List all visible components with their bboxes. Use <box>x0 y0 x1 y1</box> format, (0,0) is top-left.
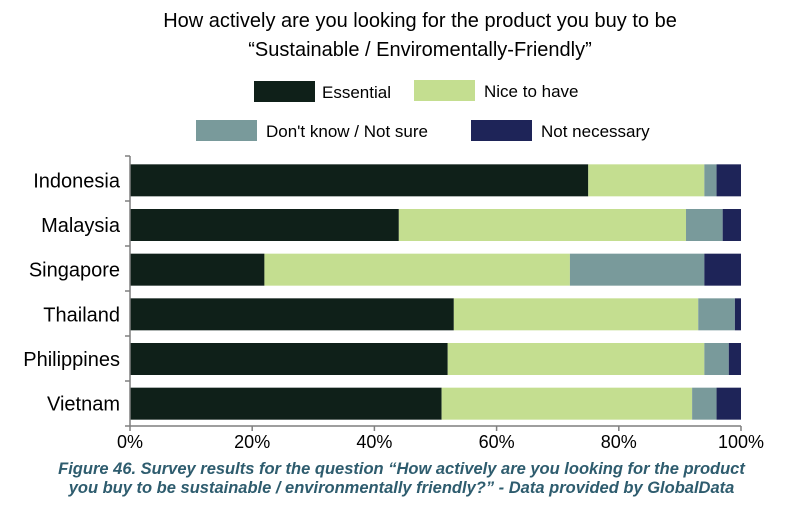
legend-label-essential: Essential <box>322 83 391 102</box>
bar-malaysia-essential <box>130 209 399 241</box>
bar-vietnam-essential <box>130 387 442 420</box>
bar-philippines-essential <box>130 343 448 375</box>
x-tick-label-100: 100% <box>718 432 764 452</box>
bar-thailand-don-t-know-not-sure <box>698 298 735 331</box>
legend-swatch-don-t-know-not-sure <box>196 120 257 141</box>
bar-indonesia-nice-to-have <box>588 164 705 197</box>
bar-malaysia-not-necessary <box>722 209 741 241</box>
bars <box>130 164 741 420</box>
category-labels: Indonesia Malaysia Singapore Thailand Philip… <box>23 170 121 415</box>
caption-line-1: Figure 46. Survey results for the questi… <box>58 460 745 478</box>
caption-line-2: you buy to be sustainable / environmenta… <box>68 479 735 497</box>
category-label-thailand: Thailand <box>43 304 120 326</box>
bar-singapore-nice-to-have <box>264 253 570 286</box>
bar-malaysia-don-t-know-not-sure <box>686 209 723 241</box>
bar-malaysia-nice-to-have <box>398 209 687 241</box>
axes: 0% 20% 40% 60% 80% 100% <box>117 155 764 452</box>
bar-singapore-not-necessary <box>704 253 741 286</box>
bar-thailand-nice-to-have <box>453 298 699 331</box>
legend-label-not-necessary: Not necessary <box>541 122 650 141</box>
bar-indonesia-essential <box>130 164 589 197</box>
bar-singapore-don-t-know-not-sure <box>569 253 705 286</box>
category-label-vietnam: Vietnam <box>47 394 120 416</box>
category-label-malaysia: Malaysia <box>41 215 121 237</box>
category-label-singapore: Singapore <box>29 260 120 282</box>
bar-vietnam-nice-to-have <box>441 387 693 420</box>
legend-label-don-t-know-not-sure: Don't know / Not sure <box>266 122 428 141</box>
chart-title-line-1: How actively are you looking for the pro… <box>163 10 677 32</box>
bar-vietnam-don-t-know-not-sure <box>692 387 717 420</box>
figure-caption: Figure 46. Survey results for the questi… <box>0 460 803 498</box>
bar-indonesia-don-t-know-not-sure <box>704 164 717 197</box>
x-tick-label-40: 40% <box>356 432 392 452</box>
legend-swatch-nice-to-have <box>414 80 475 101</box>
x-tick-label-80: 80% <box>601 432 637 452</box>
x-tick-label-60: 60% <box>479 432 515 452</box>
chart-title-line-2: “Sustainable / Enviromentally-Friendly” <box>248 39 591 61</box>
category-label-philippines: Philippines <box>23 349 120 371</box>
x-tick-label-0: 0% <box>117 432 143 452</box>
bar-singapore-essential <box>130 253 265 286</box>
bar-thailand-not-necessary <box>734 298 741 331</box>
bar-philippines-nice-to-have <box>447 343 705 375</box>
stacked-bar-chart: How actively are you looking for the pro… <box>23 10 764 452</box>
legend-swatch-essential <box>254 81 315 102</box>
legend-label-nice-to-have: Nice to have <box>484 82 579 101</box>
bar-philippines-not-necessary <box>728 343 741 375</box>
bar-vietnam-not-necessary <box>716 387 741 420</box>
legend-swatch-not-necessary <box>471 120 532 141</box>
bar-indonesia-not-necessary <box>716 164 741 197</box>
bar-philippines-don-t-know-not-sure <box>704 343 729 375</box>
category-label-indonesia: Indonesia <box>33 170 121 192</box>
x-tick-label-20: 20% <box>234 432 270 452</box>
legend: Essential Nice to have Don't know / Not su… <box>196 80 650 141</box>
bar-thailand-essential <box>130 298 454 331</box>
